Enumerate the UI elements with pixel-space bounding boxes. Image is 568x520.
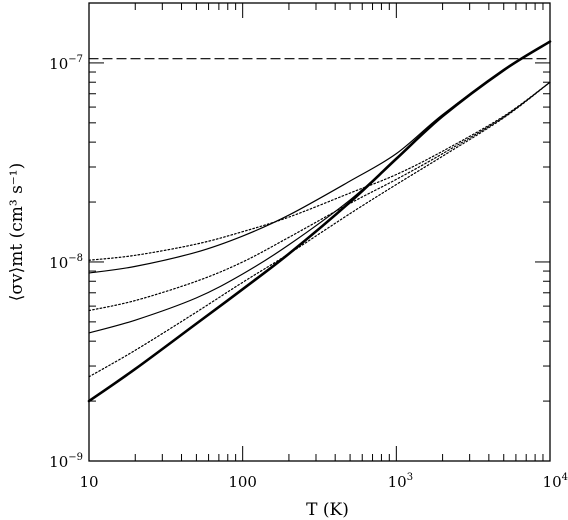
y-axis-title: ⟨σv⟩mt (cm³ s⁻¹) — [7, 163, 27, 301]
series-group — [87, 40, 552, 403]
series-line-5-dotted — [88, 81, 551, 312]
series-line-3-solid — [88, 40, 551, 334]
y-tick-label: 10−7 — [49, 54, 83, 73]
tick-marks — [88, 2, 550, 462]
plot-frame — [88, 2, 551, 462]
x-tick-label: 100 — [228, 473, 257, 491]
x-tick-label: 104 — [543, 472, 568, 491]
y-tick-label: 10−9 — [49, 452, 83, 471]
series-line-4-dotted — [88, 81, 551, 261]
series-line-6-dotted — [88, 81, 551, 378]
y-tick-label: 10−8 — [49, 253, 83, 272]
x-tick-label: 10 — [79, 473, 98, 491]
tick-labels: 10 100 103 104 10−9 10−8 10−7 — [49, 54, 568, 491]
x-tick-label: 103 — [388, 472, 413, 491]
x-axis-title: T (K) — [306, 500, 349, 520]
